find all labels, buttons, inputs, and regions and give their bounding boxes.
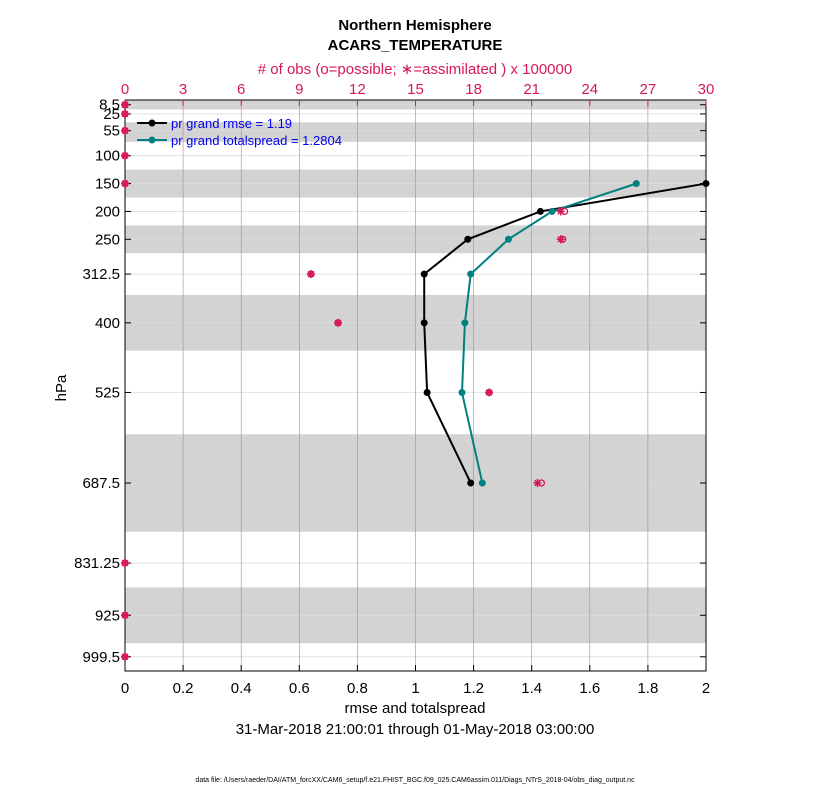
y-tick-label: 100 <box>95 148 120 165</box>
series-point-rmse <box>467 479 475 487</box>
series-point-totalspread <box>461 319 469 327</box>
bottom-axis-ticks: 0 0.2 0.4 0.6 0.8 1 1.2 1.4 1.6 1.8 2 <box>121 665 710 697</box>
legend: pr grand rmse = 1.19 pr grand totalsprea… <box>137 116 342 148</box>
top-axis-label: # of obs (o=possible; ∗=assimilated ) x … <box>258 61 572 78</box>
legend-marker-totalspread <box>148 136 156 144</box>
x-tick-label: 1.8 <box>637 680 658 697</box>
chart-title: Northern Hemisphere <box>338 17 491 34</box>
obs-assimilated-marker <box>556 235 565 244</box>
x-tick-label: 0.2 <box>173 680 194 697</box>
series-point-rmse <box>423 388 431 396</box>
series-point-rmse <box>536 207 544 215</box>
y-tick-label: 925 <box>95 607 120 624</box>
series <box>420 180 710 487</box>
obs-markers <box>121 100 569 661</box>
series-point-rmse <box>420 270 428 278</box>
obs-assimilated-marker <box>121 179 129 188</box>
legend-marker-rmse <box>148 119 156 127</box>
series-point-rmse <box>420 319 428 327</box>
y-tick-label: 8.5 <box>99 97 120 114</box>
obs-assimilated-marker <box>121 559 129 568</box>
series-point-rmse <box>702 180 710 188</box>
x-tick-label: 1.4 <box>521 680 542 697</box>
top-tick-label: 24 <box>581 81 598 98</box>
obs-assimilated-marker <box>121 611 129 620</box>
obs-assimilated-marker <box>121 100 129 109</box>
top-tick-label: 3 <box>179 81 187 98</box>
x-tick-label: 2 <box>702 680 710 697</box>
series-point-totalspread <box>458 388 466 396</box>
top-tick-label: 9 <box>295 81 303 98</box>
series-point-totalspread <box>504 235 512 243</box>
top-tick-label: 30 <box>698 81 715 98</box>
obs-assimilated-marker <box>121 126 129 135</box>
obs-assimilated-marker <box>556 207 565 216</box>
chart-subtitle: ACARS_TEMPERATURE <box>328 37 503 54</box>
obs-assimilated-marker <box>533 478 542 487</box>
series-point-totalspread <box>632 180 640 188</box>
y-tick-label: 999.5 <box>82 649 120 666</box>
top-tick-label: 6 <box>237 81 245 98</box>
top-tick-label: 12 <box>349 81 366 98</box>
footnote: data file: /Users/raeder/DAI/ATM_forcXX/… <box>195 777 635 784</box>
y-tick-label: 687.5 <box>82 475 120 492</box>
y-tick-label: 200 <box>95 203 120 220</box>
series-point-totalspread <box>548 207 556 215</box>
series-point-rmse <box>464 235 472 243</box>
y-tick-label: 312.5 <box>82 266 120 283</box>
legend-label-totalspread: pr grand totalspread = 1.2804 <box>171 133 342 148</box>
y-tick-label: 25 <box>103 106 120 123</box>
top-tick-label: 15 <box>407 81 424 98</box>
obs-assimilated-marker <box>121 151 129 160</box>
x-tick-label: 0.6 <box>289 680 310 697</box>
top-axis-ticks: 0 3 6 9 12 15 18 21 24 27 30 <box>121 81 715 106</box>
y-tick-label: 831.25 <box>74 555 120 572</box>
y-axis-label: hPa <box>53 374 70 401</box>
x-axis-label: rmse and totalspread <box>345 700 486 717</box>
y-tick-label: 250 <box>95 231 120 248</box>
date-range: 31-Mar-2018 21:00:01 through 01-May-2018… <box>236 721 595 738</box>
legend-label-rmse: pr grand rmse = 1.19 <box>171 116 292 131</box>
top-tick-label: 27 <box>640 81 657 98</box>
x-tick-label: 1.2 <box>463 680 484 697</box>
x-tick-label: 1.6 <box>579 680 600 697</box>
obs-assimilated-marker <box>306 270 315 279</box>
series-point-totalspread <box>467 270 475 278</box>
x-tick-label: 0 <box>121 680 129 697</box>
obs-assimilated-marker <box>121 652 129 661</box>
top-tick-label: 21 <box>523 81 540 98</box>
x-tick-label: 0.8 <box>347 680 368 697</box>
top-tick-label: 18 <box>465 81 482 98</box>
top-tick-label: 0 <box>121 81 129 98</box>
y-tick-label: 525 <box>95 384 120 401</box>
x-tick-label: 0.4 <box>231 680 252 697</box>
y-tick-label: 150 <box>95 176 120 193</box>
y-tick-label: 400 <box>95 315 120 332</box>
x-tick-label: 1 <box>411 680 419 697</box>
obs-assimilated-marker <box>334 318 343 327</box>
y-tick-label: 55 <box>103 123 120 140</box>
series-point-totalspread <box>478 479 486 487</box>
obs-assimilated-marker <box>485 388 494 397</box>
obs-assimilated-marker <box>121 109 129 118</box>
